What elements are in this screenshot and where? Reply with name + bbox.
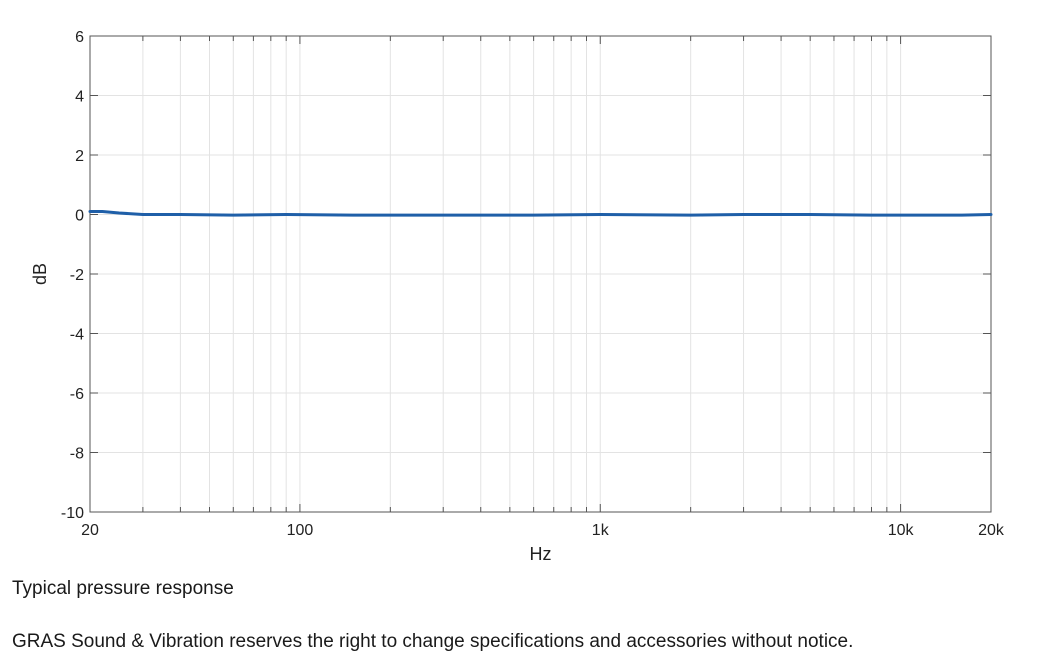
response-curve bbox=[88, 210, 993, 217]
y-tick-label: -4 bbox=[70, 327, 84, 344]
y-axis-title: dB bbox=[30, 263, 50, 285]
x-axis-title: Hz bbox=[530, 544, 552, 564]
x-tick-label: 100 bbox=[287, 522, 314, 539]
y-tick-label: 0 bbox=[75, 208, 84, 225]
y-tick-label: 6 bbox=[75, 29, 84, 46]
x-tick-label: 20 bbox=[81, 522, 99, 539]
y-tick-label: -10 bbox=[61, 505, 84, 522]
y-tick-label: -6 bbox=[70, 386, 84, 403]
y-tick-label: 4 bbox=[75, 89, 84, 106]
axis-ticks bbox=[90, 35, 991, 513]
y-tick-label: -2 bbox=[70, 267, 84, 284]
grid bbox=[90, 36, 991, 512]
series-layer bbox=[88, 210, 993, 217]
x-tick-label: 20k bbox=[978, 522, 1005, 539]
x-tick-label: 1k bbox=[592, 522, 610, 539]
y-tick-label: 2 bbox=[75, 148, 84, 165]
x-tick-label: 10k bbox=[888, 522, 915, 539]
disclaimer-notice: GRAS Sound & Vibration reserves the righ… bbox=[12, 631, 854, 652]
y-tick-label: -8 bbox=[70, 446, 84, 463]
chart-caption: Typical pressure response bbox=[12, 578, 234, 599]
